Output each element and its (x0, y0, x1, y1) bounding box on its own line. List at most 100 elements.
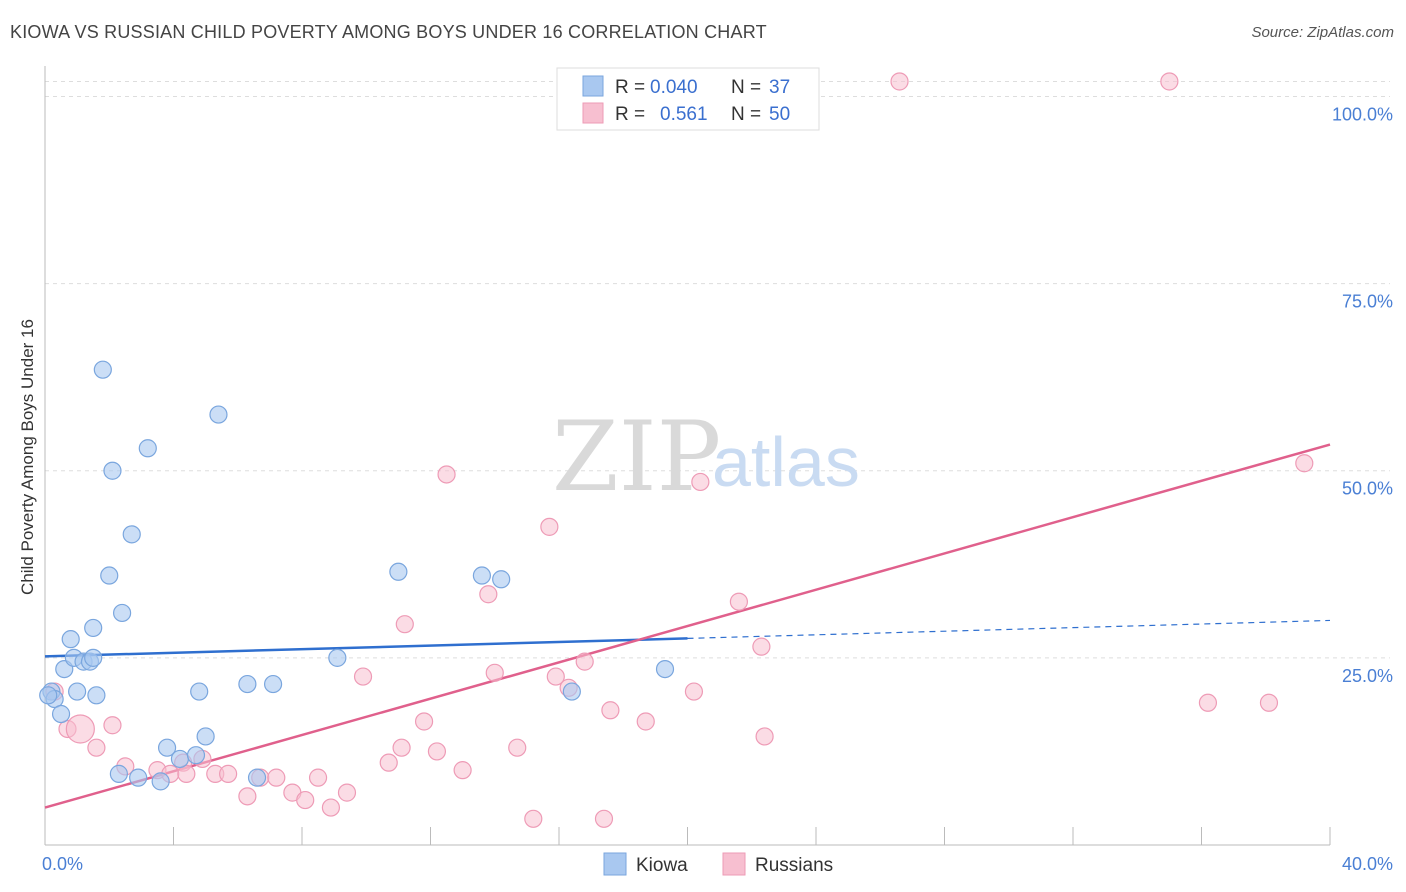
russians-point (177, 764, 196, 783)
russians-point (752, 637, 771, 656)
russians-point (427, 742, 447, 761)
kiowa-point (196, 727, 215, 746)
y-tick-label-0: 25.0% (1342, 666, 1393, 686)
kiowa-point (129, 768, 148, 787)
kiowa-point (157, 738, 177, 757)
russians-point (684, 682, 704, 701)
kiowa-point (39, 686, 58, 705)
kiowa-point (209, 405, 228, 424)
grid-lines (45, 80, 1390, 659)
russians-point (296, 790, 315, 810)
stats-russians-r-label: R = (615, 104, 645, 125)
watermark-zip: ZIP (552, 401, 721, 513)
russians-point (219, 764, 238, 783)
russians-point (1259, 693, 1279, 712)
stats-kiowa-r-label: R = (615, 77, 645, 98)
russians-point (414, 712, 434, 731)
axes (44, 66, 1331, 846)
russians-point (308, 768, 328, 787)
kiowa-point (112, 603, 132, 623)
kiowa-point (109, 764, 128, 783)
kiowa-point (84, 648, 103, 667)
kiowa-point (84, 618, 103, 638)
russians-point (729, 592, 749, 611)
stats-kiowa-n-value: 37 (769, 77, 790, 98)
russians-point (437, 465, 456, 484)
kiowa-points (39, 360, 675, 791)
kiowa-point (103, 461, 122, 480)
russians-point (691, 472, 710, 492)
kiowa-point (238, 674, 257, 694)
stats-kiowa-r-value: 0.040 (650, 77, 698, 98)
kiowa-point (492, 570, 511, 589)
russians-trend-line (44, 443, 1331, 809)
series-legend: Kiowa Russians (603, 852, 833, 876)
legend-kiowa-label: Kiowa (636, 855, 688, 876)
russians-point (453, 761, 472, 780)
russians-point (395, 615, 414, 634)
stats-kiowa-n-label: N = (731, 77, 761, 98)
russians-point (379, 753, 398, 772)
russians-point (267, 768, 286, 787)
y-tick-label-2: 75.0% (1342, 292, 1393, 312)
kiowa-point (328, 648, 347, 667)
russians-point (87, 738, 106, 757)
legend-kiowa-swatch (603, 852, 627, 876)
kiowa-point (138, 439, 157, 458)
kiowa-point (93, 360, 112, 379)
russians-point (890, 72, 909, 91)
source-label: Source: ZipAtlas.com (1251, 24, 1394, 41)
tick-labels: 25.0% 50.0% 75.0% 100.0% 0.0% 40.0% (42, 104, 1393, 874)
x-tick-label-1: 40.0% (1342, 854, 1393, 874)
russians-point (337, 783, 357, 802)
russians-point (540, 517, 559, 536)
kiowa-point (190, 682, 209, 701)
stats-russians-r-value: 0.561 (660, 104, 708, 125)
russians-point (508, 738, 527, 757)
kiowa-point (170, 749, 190, 769)
russians-point (601, 701, 620, 720)
stats-kiowa-swatch (582, 75, 604, 97)
kiowa-trend-line (44, 637, 688, 658)
kiowa-point (247, 768, 267, 787)
kiowa-point (263, 674, 283, 694)
stats-legend: R = 0.040 N = 37 R = 0.561 N = 50 (556, 67, 820, 131)
legend-russians-swatch (722, 852, 746, 876)
legend-russians-label: Russians (755, 855, 833, 876)
kiowa-point (87, 686, 106, 705)
russians-point (479, 585, 498, 604)
russians-point (1295, 454, 1314, 473)
trend-lines (44, 443, 1331, 809)
kiowa-point (151, 772, 170, 791)
russians-point (65, 714, 95, 744)
kiowa-point (100, 566, 119, 585)
kiowa-point (61, 630, 80, 649)
russians-point (103, 716, 122, 735)
kiowa-point (655, 659, 675, 679)
chart-title: KIOWA VS RUSSIAN CHILD POVERTY AMONG BOY… (10, 22, 767, 42)
russians-point (238, 787, 257, 806)
y-tick-label-1: 50.0% (1342, 479, 1393, 499)
y-axis-title: Child Poverty Among Boys Under 16 (18, 319, 37, 595)
kiowa-trend-extension (687, 619, 1331, 640)
watermark-atlas: atlas (712, 423, 860, 501)
kiowa-point (122, 525, 141, 544)
russians-point (392, 738, 411, 757)
y-tick-label-3: 100.0% (1332, 104, 1393, 124)
stats-russians-n-label: N = (731, 104, 761, 125)
russians-point (1198, 693, 1218, 712)
russians-point (353, 667, 373, 686)
russians-point (1160, 72, 1179, 91)
russians-point (485, 663, 504, 682)
kiowa-point (51, 704, 71, 724)
stats-russians-swatch (582, 102, 604, 124)
x-tick-label-0: 0.0% (42, 854, 83, 874)
russians-point (575, 652, 594, 671)
russians-point (636, 712, 655, 731)
stats-russians-n-value: 50 (769, 104, 790, 125)
russians-point (755, 727, 774, 746)
russians-point (524, 809, 543, 828)
russians-point (321, 798, 341, 817)
kiowa-point (389, 562, 408, 581)
